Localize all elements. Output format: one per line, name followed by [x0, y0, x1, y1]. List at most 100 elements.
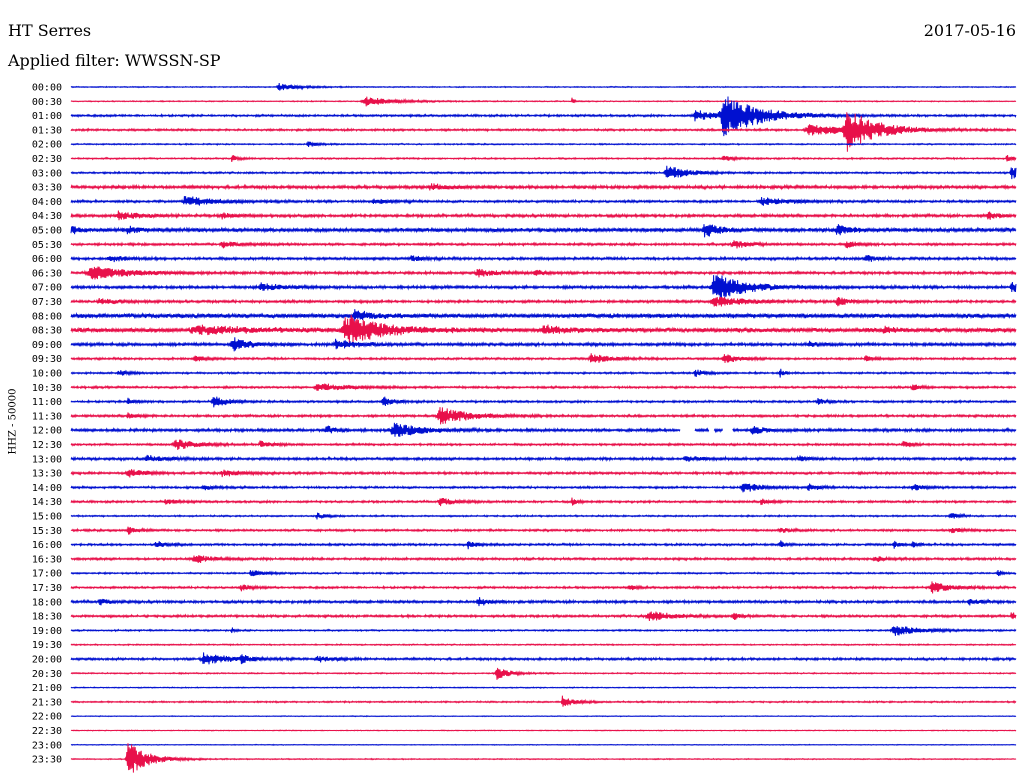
time-label: 11:30: [32, 411, 62, 422]
trace-line: [70, 743, 1017, 746]
trace-line: [70, 555, 1017, 564]
date-label: 2017-05-16: [923, 21, 1016, 40]
time-label: 12:30: [32, 440, 62, 451]
time-label: 03:00: [32, 168, 62, 179]
trace-line: [70, 469, 1017, 478]
time-label: 00:00: [32, 83, 62, 94]
time-label: 18:30: [32, 612, 62, 623]
time-label: 17:00: [32, 569, 62, 580]
time-label: 02:00: [32, 140, 62, 151]
time-label: 21:00: [32, 683, 62, 694]
trace-line: [70, 526, 1017, 535]
trace-line: [70, 540, 1017, 550]
trace-line: [70, 642, 1017, 647]
trace-line: [70, 439, 1017, 451]
time-label: 16:30: [32, 554, 62, 565]
trace-line: [70, 353, 1017, 363]
time-label: 22:00: [32, 712, 62, 723]
trace-line: [70, 314, 1017, 345]
time-label: 23:00: [32, 740, 62, 751]
trace-line: [70, 183, 1017, 191]
time-label: 00:30: [32, 97, 62, 108]
time-label: 04:30: [32, 211, 62, 222]
trace-line: [70, 743, 1017, 773]
time-label: 05:00: [32, 226, 62, 237]
trace-line: [70, 196, 1017, 206]
trace-line: [70, 652, 1017, 665]
time-label: 10:30: [32, 383, 62, 394]
trace-line: [70, 337, 1017, 352]
station-name: HT Serres: [8, 21, 92, 40]
trace-line: [70, 255, 1017, 263]
trace-line: [70, 383, 1017, 391]
trace-line: [70, 224, 1017, 238]
time-label: 13:30: [32, 469, 62, 480]
trace-line: [70, 454, 1017, 463]
time-label: 13:00: [32, 454, 62, 465]
time-label: 19:00: [32, 626, 62, 637]
time-label: 08:30: [32, 326, 62, 337]
time-label: 08:00: [32, 311, 62, 322]
trace-line: [70, 296, 1017, 307]
trace-line: [70, 210, 1017, 221]
trace-line: [70, 154, 1017, 162]
trace-line: [70, 407, 1017, 425]
filter-label: Applied filter: WWSSN-SP: [8, 51, 221, 70]
trace-line: [70, 422, 1017, 437]
trace-line: [70, 715, 1017, 718]
trace-line: [70, 686, 1017, 690]
trace-line: [70, 165, 1017, 180]
trace-line: [70, 512, 1017, 520]
trace-line: [70, 611, 1017, 622]
trace-line: [70, 96, 1017, 107]
trace-line: [70, 240, 1017, 249]
time-label: 23:30: [32, 755, 62, 766]
time-label: 12:00: [32, 426, 62, 437]
time-label: 16:00: [32, 540, 62, 551]
trace-line: [70, 626, 1017, 636]
time-label: 07:30: [32, 297, 62, 308]
time-label: 06:00: [32, 254, 62, 265]
trace-line: [70, 96, 1017, 137]
trace-line: [70, 581, 1017, 594]
time-label: 14:30: [32, 497, 62, 508]
time-label: 20:00: [32, 655, 62, 666]
time-label: 09:00: [32, 340, 62, 351]
trace-line: [70, 667, 1017, 680]
time-label: 11:00: [32, 397, 62, 408]
time-label: 15:30: [32, 526, 62, 537]
time-label: 05:30: [32, 240, 62, 251]
trace-line: [70, 82, 1017, 91]
time-label: 02:30: [32, 154, 62, 165]
trace-line: [70, 266, 1017, 280]
time-label: 04:00: [32, 197, 62, 208]
trace-line: [70, 483, 1017, 493]
time-label: 01:30: [32, 125, 62, 136]
time-label: 06:30: [32, 268, 62, 279]
trace-line: [70, 275, 1017, 300]
trace-line: [70, 141, 1017, 147]
time-label: 10:00: [32, 369, 62, 380]
time-label: 03:30: [32, 183, 62, 194]
time-label: 17:30: [32, 583, 62, 594]
time-label: 19:30: [32, 640, 62, 651]
trace-line: [70, 729, 1017, 732]
trace-line: [70, 309, 1017, 322]
time-label: 22:30: [32, 726, 62, 737]
trace-line: [70, 497, 1017, 507]
time-label: 18:00: [32, 597, 62, 608]
trace-line: [70, 695, 1017, 707]
trace-line: [70, 368, 1017, 378]
time-label: 07:00: [32, 283, 62, 294]
time-label: 01:00: [32, 111, 62, 122]
time-label: 20:30: [32, 669, 62, 680]
time-label: 09:30: [32, 354, 62, 365]
trace-line: [70, 396, 1017, 408]
trace-line: [70, 570, 1017, 577]
time-label: 15:00: [32, 512, 62, 523]
time-label: 21:30: [32, 697, 62, 708]
time-label: 14:00: [32, 483, 62, 494]
trace-line: [70, 112, 1017, 152]
trace-line: [70, 597, 1017, 607]
